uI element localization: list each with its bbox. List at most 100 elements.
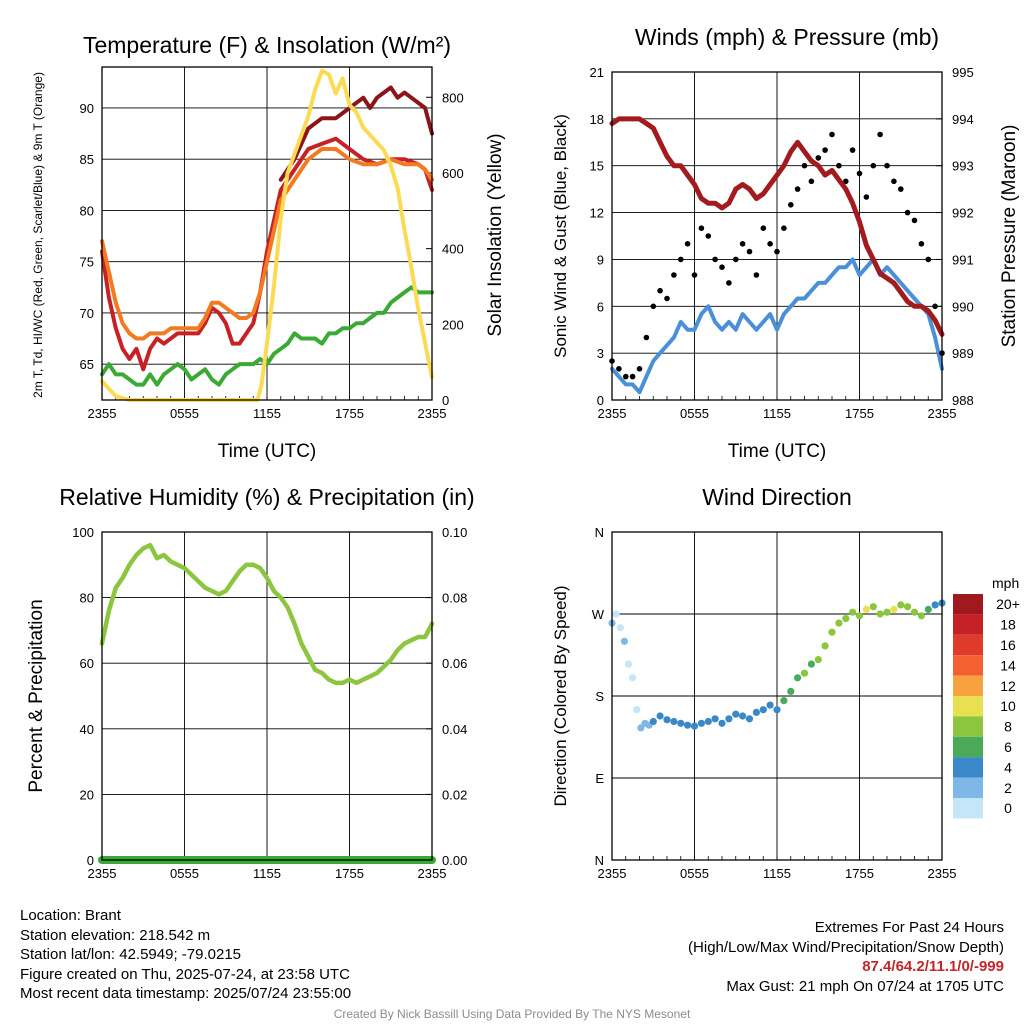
y-tick-label: S [595, 689, 604, 704]
y-right-tick-label: 991 [952, 252, 974, 267]
y-tick-label: N [595, 525, 604, 540]
direction-point [800, 669, 809, 677]
direction-point [855, 612, 864, 620]
gust-point [925, 256, 932, 263]
y-right-tick-label: 0.00 [442, 853, 467, 868]
y-right-axis-label: Station Pressure (Maroon) [999, 125, 1020, 348]
gust-point [767, 241, 773, 247]
legend-swatch [953, 675, 983, 696]
y-tick-label: 80 [80, 203, 94, 218]
direction-point [684, 721, 692, 729]
humidity-chart: Relative Humidity (%) & Precipitation (i… [26, 484, 475, 881]
latlon-text: Station lat/lon: 42.5949; -79.0215 [20, 946, 242, 963]
legend-label: 4 [1004, 759, 1012, 775]
gust-point [753, 272, 760, 278]
gust-point [671, 272, 677, 278]
x-tick-label: 0555 [680, 866, 709, 881]
gust-point [684, 241, 691, 247]
x-tick-label: 1155 [253, 406, 281, 421]
gust-point [691, 272, 698, 278]
legend-label: 8 [1004, 719, 1012, 735]
y-axis-label: Percent & Precipitation [26, 599, 47, 792]
legend-swatch [953, 594, 983, 615]
legend-label: 10 [1000, 698, 1016, 714]
temperature-chart: Temperature (F) & Insolation (W/m²)2355 0… [31, 32, 506, 462]
chart-title: Temperature (F) & Insolation (W/m²) [83, 32, 451, 58]
x-tick-label: 1755 [845, 866, 874, 881]
speed-legend: mph 20+ 18 16 14 12 10 8 6 4 2 0 [953, 575, 1020, 819]
x-tick-label: 2355 [88, 406, 117, 421]
series-line [100, 285, 434, 387]
direction-point [904, 603, 912, 611]
y-right-tick-label: 990 [952, 299, 974, 314]
gust-point [739, 241, 746, 247]
direction-point [697, 719, 706, 727]
legend-label: 0 [1004, 800, 1012, 816]
y-tick-label: W [592, 607, 605, 622]
gust-point [843, 178, 849, 185]
winds-chart: Winds (mph) & Pressure (mb) 2355 0555 1155 1… [551, 24, 1020, 462]
direction-point [917, 612, 926, 620]
direction-point [924, 605, 932, 614]
gust-point [808, 178, 815, 185]
y-right-tick-label: 994 [952, 112, 974, 127]
gust-point [623, 373, 629, 380]
direction-point [752, 708, 761, 717]
gust-point [650, 303, 657, 310]
y-right-tick-label: 993 [952, 159, 974, 174]
y-right-tick-label: 200 [442, 317, 464, 332]
direction-point [732, 710, 740, 718]
gust-point [733, 256, 739, 263]
location-text: Location: Brant [20, 907, 121, 924]
gust-point [829, 131, 835, 138]
chart-title: Winds (mph) & Pressure (mb) [635, 24, 939, 50]
gust-point [891, 178, 897, 185]
gust-point [678, 256, 684, 263]
legend-swatch [953, 757, 983, 778]
direction-point [766, 701, 774, 709]
gust-point [849, 147, 856, 153]
extremes-info: Extremes For Past 24 Hours (High/Low/Max… [688, 918, 1004, 996]
y-tick-label: N [595, 853, 604, 868]
direction-point [704, 717, 712, 726]
series-line [609, 116, 945, 337]
direction-point [794, 674, 802, 682]
series-line [278, 85, 434, 182]
direction-point [624, 660, 633, 668]
gust-point [904, 209, 911, 216]
direction-point [663, 716, 671, 724]
legend-label: 18 [1000, 617, 1016, 633]
gust-point [898, 186, 904, 192]
legend-swatch [953, 736, 983, 758]
recent-text: Most recent data timestamp: 2025/07/24 2… [20, 985, 352, 1002]
direction-point [745, 715, 754, 723]
x-tick-label: 0555 [170, 866, 199, 881]
y-axis-label: Sonic Wind & Gust (Blue, Black) [551, 114, 570, 358]
gust-point [856, 170, 863, 177]
gust-point [698, 225, 705, 231]
chart-title: Relative Humidity (%) & Precipitation (i… [59, 484, 474, 510]
y-right-tick-label: 400 [442, 242, 464, 257]
direction-point [828, 628, 836, 636]
legend-title: mph [992, 575, 1019, 591]
gust-point [719, 264, 725, 271]
gust-point [794, 186, 801, 192]
direction-point [931, 601, 939, 609]
gust-point [760, 225, 767, 231]
y-right-tick-label: 0.08 [442, 591, 467, 606]
gust-point [705, 233, 712, 239]
gust-point [712, 256, 718, 263]
y-tick-label: 6 [597, 299, 604, 314]
gust-point [877, 131, 883, 138]
x-tick-label: 2355 [88, 866, 117, 881]
y-right-tick-label: 800 [442, 90, 464, 105]
y-tick-label: 65 [80, 357, 94, 372]
legend-swatch [953, 655, 983, 676]
station-info: Location: Brant Station elevation: 218.5… [20, 906, 351, 1004]
x-tick-label: 1755 [335, 866, 364, 881]
direction-point [821, 642, 829, 650]
direction-point [649, 717, 657, 726]
direction-point [620, 637, 629, 645]
direction-point [869, 603, 877, 611]
gust-point [918, 241, 925, 247]
